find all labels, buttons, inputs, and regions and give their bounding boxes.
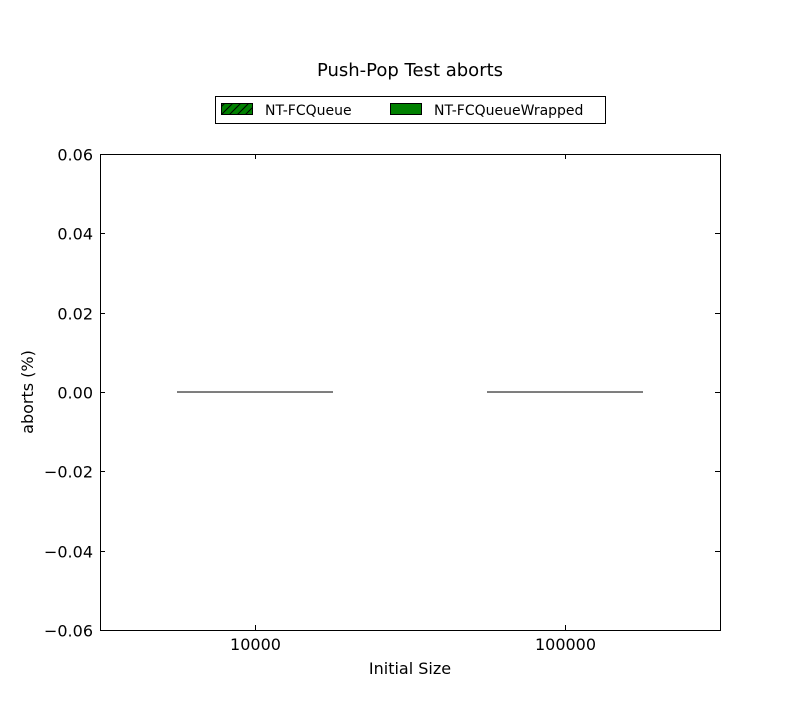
y-axis: −0.06 −0.04 −0.02 0.00 0.02 0.04 0.06 (44, 146, 720, 641)
legend-label-nt-fcqueuewrapped: NT-FCQueueWrapped (434, 103, 583, 119)
legend-swatch-nt-fcqueue (222, 104, 253, 115)
legend-label-nt-fcqueue: NT-FCQueue (265, 103, 352, 119)
y-tick-label: 0.02 (57, 305, 93, 324)
x-tick-label: 100000 (535, 635, 596, 654)
x-axis-label: Initial Size (369, 659, 451, 678)
legend: NT-FCQueue NT-FCQueueWrapped (216, 97, 606, 124)
y-tick-label: 0.06 (57, 146, 93, 165)
y-tick-label: 0.04 (57, 225, 93, 244)
legend-swatch-nt-fcqueuewrapped (391, 104, 422, 115)
y-tick-label: −0.06 (44, 622, 93, 641)
x-tick-label: 10000 (230, 635, 281, 654)
x-axis: 10000 100000 (230, 154, 596, 654)
chart-title: Push-Pop Test aborts (317, 60, 503, 81)
y-tick-label: 0.00 (57, 384, 93, 403)
y-tick-label: −0.02 (44, 463, 93, 482)
y-tick-label: −0.04 (44, 543, 93, 562)
y-axis-label: aborts (%) (18, 350, 37, 434)
